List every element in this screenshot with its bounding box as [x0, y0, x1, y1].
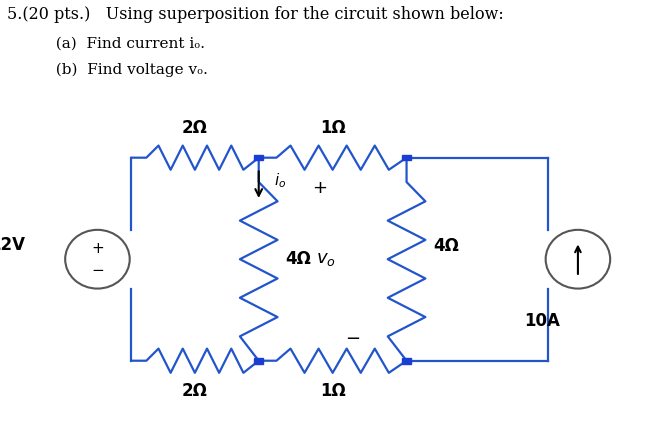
- Text: 2Ω: 2Ω: [182, 119, 208, 137]
- Text: $v_o$: $v_o$: [316, 250, 336, 268]
- Text: $i_o$: $i_o$: [274, 171, 286, 190]
- Text: +: +: [312, 179, 327, 197]
- Text: +: +: [91, 241, 103, 256]
- Text: 12V: 12V: [0, 235, 25, 254]
- Bar: [254, 358, 263, 364]
- Text: (a)  Find current iₒ.: (a) Find current iₒ.: [7, 37, 205, 51]
- Text: 1Ω: 1Ω: [320, 382, 345, 400]
- Text: (b)  Find voltage vₒ.: (b) Find voltage vₒ.: [7, 63, 208, 77]
- Text: 4Ω: 4Ω: [286, 250, 312, 268]
- Bar: [402, 155, 411, 161]
- Text: 10A: 10A: [524, 312, 560, 330]
- Text: 1Ω: 1Ω: [320, 119, 345, 137]
- Text: 2Ω: 2Ω: [182, 382, 208, 400]
- Text: −: −: [91, 263, 103, 278]
- Bar: [402, 358, 411, 364]
- Bar: [254, 155, 263, 161]
- Text: −: −: [345, 330, 360, 348]
- Text: 5.(20 pts.)   Using superposition for the circuit shown below:: 5.(20 pts.) Using superposition for the …: [7, 6, 503, 23]
- Text: 4Ω: 4Ω: [433, 237, 460, 255]
